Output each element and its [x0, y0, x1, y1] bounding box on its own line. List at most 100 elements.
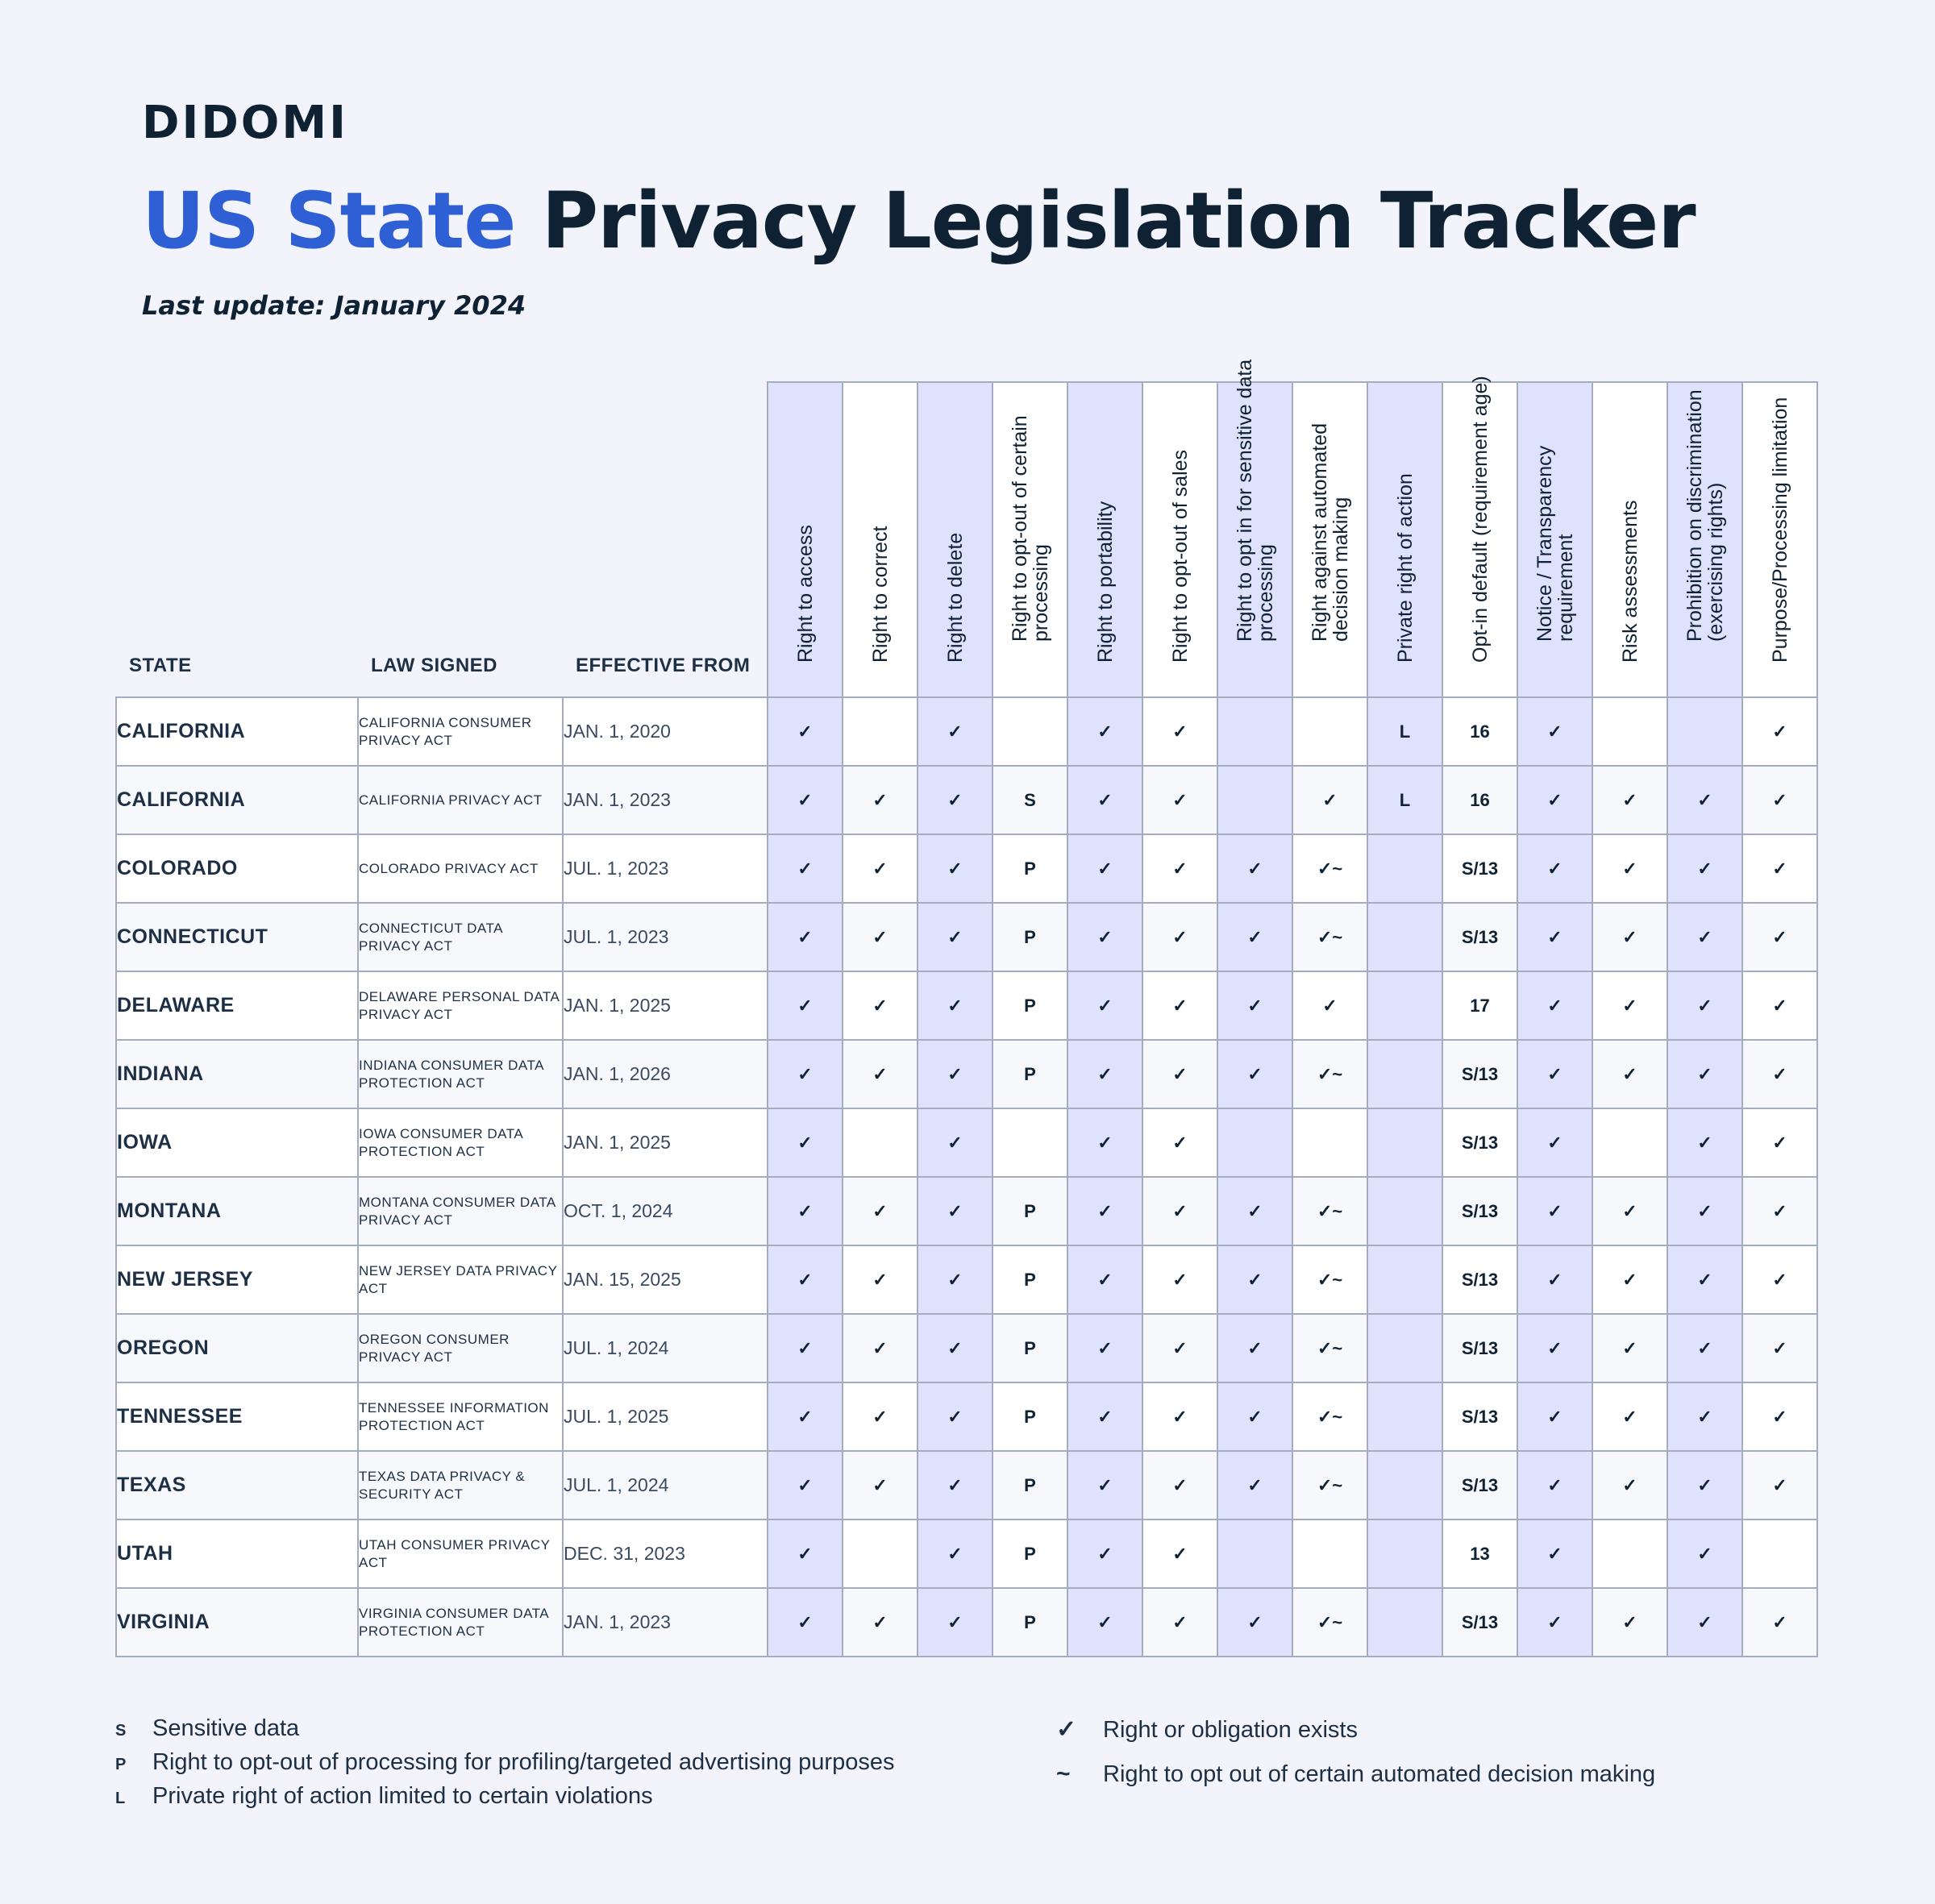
- effective-date: JUL. 1, 2023: [562, 834, 768, 904]
- state-name: COLORADO: [115, 834, 359, 904]
- right-value: ✓: [1592, 971, 1668, 1041]
- header-row: STATE LAW SIGNED EFFECTIVE FROM Right to…: [116, 360, 1818, 698]
- law-name: TENNESSEE INFORMATION PROTECTION ACT: [357, 1382, 564, 1452]
- right-value: ✓: [842, 902, 918, 972]
- right-value: ✓: [1067, 1039, 1143, 1109]
- right-value: P: [992, 834, 1068, 904]
- right-value: ✓: [1592, 1587, 1668, 1657]
- header-right-label: Prohibition on discrimination (exercisin…: [1683, 389, 1727, 642]
- right-value: S: [992, 765, 1068, 835]
- right-value: ✓: [1142, 1108, 1218, 1178]
- state-name: CALIFORNIA: [115, 696, 359, 767]
- effective-date: JUL. 1, 2023: [562, 902, 768, 972]
- effective-date: JUL. 1, 2024: [562, 1450, 768, 1520]
- right-value: ✓: [842, 834, 918, 904]
- right-value: [1367, 1382, 1443, 1452]
- right-value: ✓: [1742, 765, 1818, 835]
- state-name: TEXAS: [115, 1450, 359, 1520]
- legend-item: L Private right of action limited to cert…: [115, 1783, 653, 1810]
- right-value: P: [992, 902, 1068, 972]
- right-value: ✓: [1667, 1313, 1743, 1383]
- page-title: US State Privacy Legislation Tracker: [142, 176, 1696, 266]
- right-value: ✓: [1517, 1176, 1593, 1246]
- right-value: ✓: [767, 902, 843, 972]
- right-value: L: [1367, 765, 1443, 835]
- right-value: ✓: [1142, 1450, 1218, 1520]
- right-value: 16: [1442, 696, 1518, 767]
- header-right: Right to delete: [917, 381, 993, 698]
- right-value: ✓: [917, 1039, 993, 1109]
- table-row: OREGON OREGON CONSUMER PRIVACY ACT JUL. …: [115, 1313, 1818, 1383]
- right-value: ✓: [1517, 1450, 1593, 1520]
- legend-text: Right to opt out of certain automated de…: [1103, 1761, 1656, 1787]
- right-value: ✓: [842, 765, 918, 835]
- right-value: S/13: [1442, 1108, 1518, 1178]
- right-value: ✓: [1742, 1039, 1818, 1109]
- right-value: ✓: [1067, 1587, 1143, 1657]
- right-value: P: [992, 1382, 1068, 1452]
- right-value: S/13: [1442, 902, 1518, 972]
- right-value: ✓: [767, 1245, 843, 1315]
- right-value: ✓: [1067, 1176, 1143, 1246]
- right-value: ✓: [767, 971, 843, 1041]
- right-value: ✓: [1517, 834, 1593, 904]
- header-right-label: Right to portability: [1093, 501, 1117, 663]
- right-value: ✓: [1067, 696, 1143, 767]
- header-right: Opt-in default (requirement age): [1442, 376, 1518, 698]
- right-value: ✓: [1517, 971, 1593, 1041]
- right-value: ✓: [917, 765, 993, 835]
- right-value: P: [992, 1176, 1068, 1246]
- effective-date: JAN. 1, 2026: [562, 1039, 768, 1109]
- right-value: ✓: [1067, 1519, 1143, 1589]
- table-row: CONNECTICUT CONNECTICUT DATA PRIVACY ACT…: [115, 902, 1818, 972]
- right-value: ✓: [1592, 834, 1668, 904]
- header-right-label: Purpose/Processing limitation: [1768, 397, 1791, 663]
- right-value: ✓: [1667, 1176, 1743, 1246]
- right-value: [1217, 696, 1293, 767]
- header-state: STATE: [129, 655, 192, 676]
- right-value: ✓: [842, 1313, 918, 1383]
- right-value: ✓: [1067, 971, 1143, 1041]
- right-value: ✓: [1742, 1245, 1818, 1315]
- right-value: ✓~: [1292, 1245, 1368, 1315]
- right-value: ✓: [767, 1519, 843, 1589]
- state-name: UTAH: [115, 1519, 359, 1589]
- right-value: ✓: [1517, 1519, 1593, 1589]
- right-value: 17: [1442, 971, 1518, 1041]
- right-value: ✓: [1517, 1039, 1593, 1109]
- right-value: ✓: [1742, 696, 1818, 767]
- state-name: INDIANA: [115, 1039, 359, 1109]
- right-value: ✓~: [1292, 1450, 1368, 1520]
- table-row: MONTANA MONTANA CONSUMER DATA PRIVACY AC…: [115, 1176, 1818, 1246]
- right-value: ✓: [1067, 1382, 1143, 1452]
- right-value: ✓: [1667, 1108, 1743, 1178]
- right-value: ✓: [1517, 1245, 1593, 1315]
- table-body: CALIFORNIA CALIFORNIA CONSUMER PRIVACY A…: [115, 696, 1818, 1657]
- right-value: ✓: [917, 1176, 993, 1246]
- legend-item: P Right to opt-out of processing for prof…: [115, 1749, 894, 1776]
- right-value: P: [992, 1519, 1068, 1589]
- right-value: ✓: [1667, 765, 1743, 835]
- right-value: [842, 1519, 918, 1589]
- right-value: ✓: [842, 1587, 918, 1657]
- law-name: INDIANA CONSUMER DATA PROTECTION ACT: [357, 1039, 564, 1109]
- header-right: Right against automated decision making: [1292, 381, 1368, 698]
- right-value: [1742, 1519, 1818, 1589]
- right-value: [1292, 696, 1368, 767]
- header-right: Right to access: [767, 381, 843, 698]
- right-value: S/13: [1442, 1587, 1518, 1657]
- right-value: ✓: [767, 834, 843, 904]
- right-value: ✓: [1067, 902, 1143, 972]
- law-name: NEW JERSEY DATA PRIVACY ACT: [357, 1245, 564, 1315]
- header-right-label: Right to delete: [943, 532, 967, 663]
- effective-date: JAN. 15, 2025: [562, 1245, 768, 1315]
- table-row: UTAH UTAH CONSUMER PRIVACY ACT DEC. 31, …: [115, 1519, 1818, 1589]
- right-value: ✓: [1742, 1313, 1818, 1383]
- right-value: ✓: [917, 902, 993, 972]
- right-value: ✓: [917, 1245, 993, 1315]
- right-value: 13: [1442, 1519, 1518, 1589]
- right-value: [1367, 1587, 1443, 1657]
- right-value: ✓: [1592, 1382, 1668, 1452]
- right-value: [1667, 696, 1743, 767]
- legend-item: ~ Right to opt out of certain automated d…: [1056, 1761, 1655, 1788]
